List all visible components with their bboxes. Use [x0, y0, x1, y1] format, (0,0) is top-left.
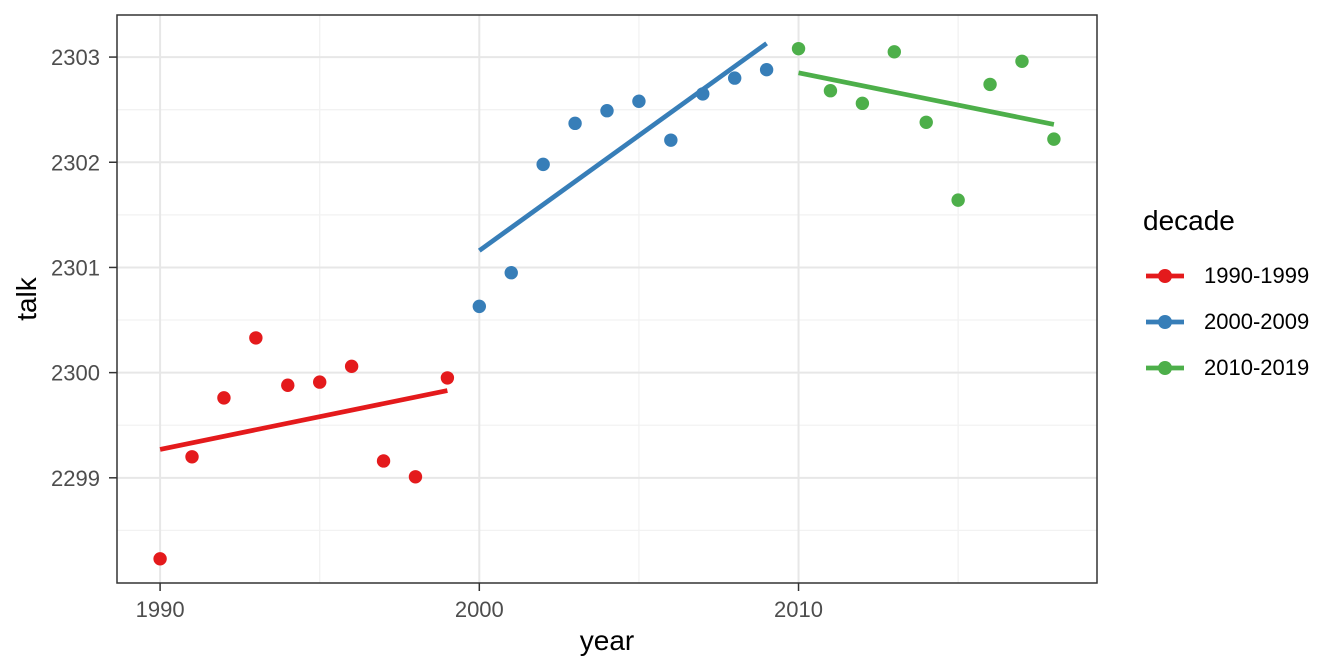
- data-point: [664, 133, 678, 147]
- data-point: [153, 552, 167, 566]
- data-point: [791, 41, 806, 56]
- y-tick-label: 2299: [51, 466, 100, 491]
- y-tick-label: 2302: [51, 150, 100, 175]
- data-point: [472, 299, 487, 314]
- data-point: [344, 359, 359, 374]
- data-point: [217, 391, 231, 405]
- data-point: [1015, 54, 1029, 68]
- data-point: [281, 378, 295, 392]
- x-axis-title: year: [579, 625, 635, 656]
- panel-background: [117, 15, 1097, 583]
- data-point: [249, 331, 263, 345]
- data-point: [951, 193, 965, 207]
- data-point: [823, 84, 838, 98]
- trend-line: [798, 70, 1055, 127]
- data-point: [919, 115, 933, 129]
- data-point: [727, 71, 742, 85]
- data-point: [504, 266, 518, 280]
- data-point: [632, 94, 646, 108]
- y-axis-title: talk: [11, 277, 42, 321]
- data-point: [536, 157, 550, 172]
- data-point: [983, 77, 997, 92]
- y-tick-label: 2300: [51, 361, 100, 386]
- y-tick-label: 2301: [51, 255, 100, 280]
- data-point: [408, 470, 423, 484]
- data-point: [600, 104, 614, 118]
- data-point: [440, 371, 455, 385]
- data-point: [185, 450, 199, 464]
- x-tick-label: 2010: [774, 597, 823, 622]
- data-point: [855, 96, 870, 111]
- x-tick-label: 2000: [455, 597, 504, 622]
- data-point: [376, 454, 391, 468]
- data-point: [313, 375, 327, 389]
- panel-border: [116, 14, 1098, 584]
- data-point: [568, 116, 582, 131]
- y-tick-label: 2303: [51, 45, 100, 70]
- data-point: [887, 45, 901, 59]
- trend-line: [477, 41, 768, 253]
- x-tick-label: 1990: [136, 597, 185, 622]
- trend-line: [159, 388, 448, 452]
- data-point: [759, 62, 774, 77]
- data-point: [1047, 132, 1061, 146]
